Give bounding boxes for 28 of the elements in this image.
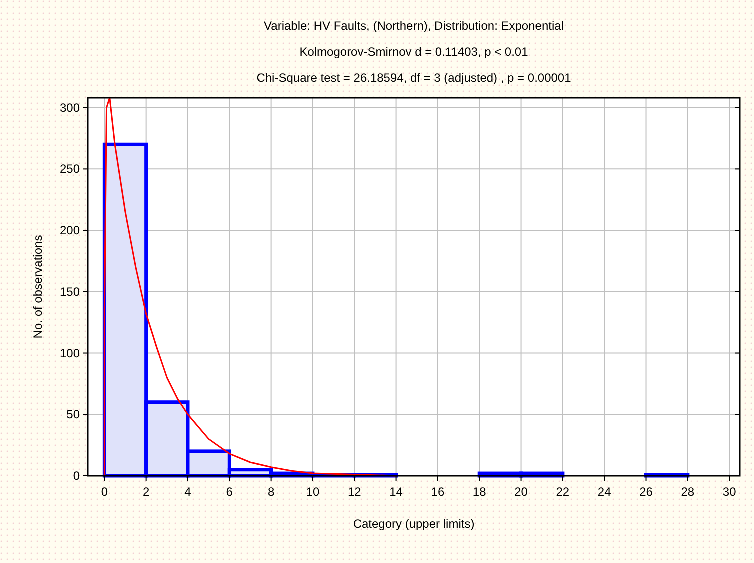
chart-subtitle: Kolmogorov-Smirnov d = 0.11403, p < 0.01 bbox=[300, 45, 529, 59]
y-tick-label: 200 bbox=[60, 224, 80, 238]
y-tick-label: 100 bbox=[60, 346, 80, 360]
chart-title: Variable: HV Faults, (Northern), Distribution: Exponential bbox=[264, 19, 564, 33]
x-axis-title: Category (upper limits) bbox=[353, 517, 475, 531]
x-tick-label: 10 bbox=[306, 485, 320, 499]
y-tick-label: 150 bbox=[60, 284, 80, 299]
text: Chi-Square test = 26.18594, df = 3 (adjusted) , p = 0.00001 bbox=[256, 71, 572, 85]
x-tick-label: 0 bbox=[101, 485, 108, 499]
x-tick-label: 24 bbox=[598, 485, 612, 499]
x-tick-label: 8 bbox=[268, 485, 275, 499]
x-tick-label: 22 bbox=[556, 485, 570, 499]
y-axis-title: No. of observations bbox=[31, 235, 45, 339]
x-tick-label: 20 bbox=[514, 485, 528, 499]
x-tick-label: 30 bbox=[722, 485, 737, 499]
y-tick-label: 0 bbox=[73, 469, 80, 483]
x-tick-label: 16 bbox=[431, 485, 445, 499]
x-tick-label: 2 bbox=[142, 485, 150, 499]
y-tick-label: 300 bbox=[60, 100, 80, 115]
x-tick-label: 4 bbox=[184, 485, 192, 499]
y-tick-label: 50 bbox=[66, 408, 80, 422]
x-tick-label: 12 bbox=[348, 485, 362, 499]
x-tick-label: 26 bbox=[640, 485, 654, 499]
x-tick-label: 14 bbox=[390, 485, 404, 499]
x-tick-label: 28 bbox=[681, 485, 695, 499]
x-tick-label: 6 bbox=[226, 485, 234, 499]
x-tick-label: 18 bbox=[472, 485, 487, 499]
y-tick-label: 250 bbox=[60, 162, 80, 176]
